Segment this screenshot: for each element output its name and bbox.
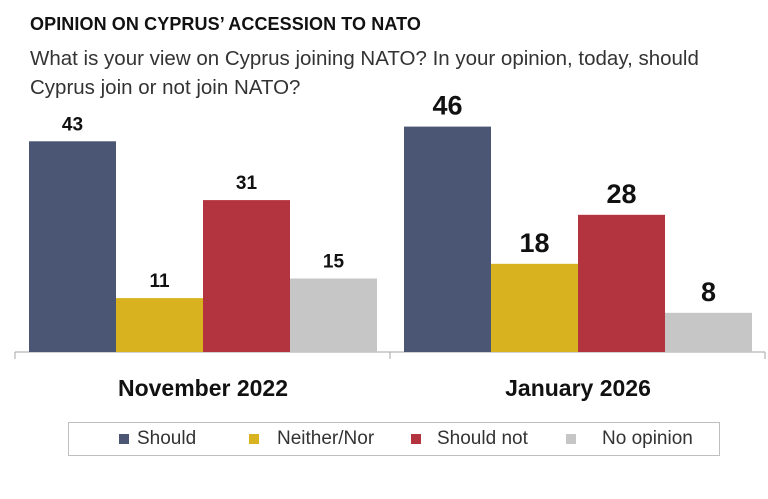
legend-swatch-neither-nor <box>249 434 259 444</box>
bar-should-not-january-2026 <box>578 214 665 352</box>
bar-should-not-november-2022 <box>203 200 290 352</box>
bar-no-opinion-november-2022 <box>290 278 377 352</box>
legend-swatch-should-not <box>411 434 421 444</box>
data-label-should-not-november-2022: 31 <box>236 173 258 194</box>
legend-label-should-not: Should not <box>437 428 528 449</box>
legend-item-neither-nor: Neither/Nor <box>249 423 374 455</box>
bar-should-november-2022 <box>29 141 116 352</box>
bar-should-january-2026 <box>404 126 491 352</box>
data-label-neither-nor-november-2022: 11 <box>149 271 170 292</box>
legend-swatch-should <box>119 434 129 444</box>
legend: Should Neither/Nor Should not No opinion <box>68 422 720 456</box>
legend-item-no-opinion: No opinion <box>566 423 693 455</box>
data-label-neither-nor-january-2026: 18 <box>519 228 549 258</box>
bar-neither-nor-november-2022 <box>116 298 203 352</box>
data-label-no-opinion-january-2026: 8 <box>701 277 716 307</box>
category-label-january-2026: January 2026 <box>505 375 651 401</box>
bar-neither-nor-january-2026 <box>491 263 578 352</box>
chart-title: OPINION ON CYPRUS’ ACCESSION TO NATO <box>30 14 421 34</box>
bar-chart: 43 11 31 15 November 2022 46 18 28 8 January 2026 <box>14 91 766 401</box>
data-label-should-november-2022: 43 <box>62 114 83 135</box>
chart-subtitle: What is your view on Cyprus joining NATO… <box>30 47 699 99</box>
legend-label-no-opinion: No opinion <box>602 428 693 449</box>
legend-label-should: Should <box>137 428 197 449</box>
legend-item-should-not: Should not <box>411 423 528 455</box>
data-label-no-opinion-november-2022: 15 <box>323 252 345 273</box>
data-label-should-january-2026: 46 <box>432 91 462 121</box>
legend-item-should: Should <box>119 423 196 455</box>
bar-no-opinion-january-2026 <box>665 312 752 352</box>
legend-label-neither-nor: Neither/Nor <box>277 428 375 449</box>
category-label-november-2022: November 2022 <box>118 375 288 401</box>
data-label-should-not-january-2026: 28 <box>606 179 636 209</box>
legend-swatch-no-opinion <box>566 434 576 444</box>
